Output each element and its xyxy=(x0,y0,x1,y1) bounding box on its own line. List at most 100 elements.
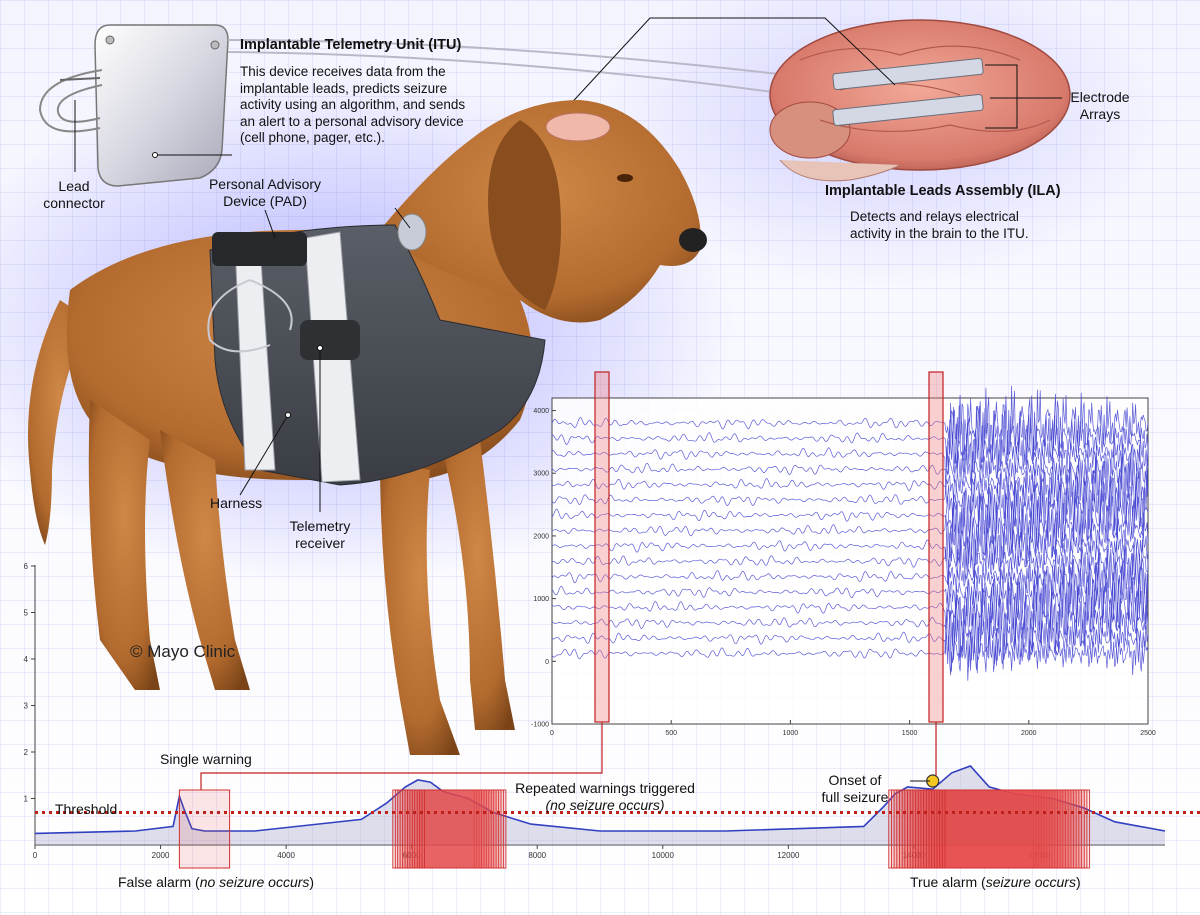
true-alarm-box xyxy=(923,789,1069,869)
repeated-warning-box xyxy=(392,789,475,869)
itu-leader-dot xyxy=(152,152,158,158)
eeg-channel-trace xyxy=(551,600,1149,674)
true-alarm-box xyxy=(931,789,1077,869)
itu-title: Implantable Telemetry Unit (ITU) xyxy=(240,37,462,53)
false-window-connector xyxy=(200,722,603,790)
false-alarm-italic: no seizure occurs xyxy=(199,874,310,890)
lead-connector-line: connector xyxy=(43,195,105,211)
pad-label-line: Device (PAD) xyxy=(223,193,307,209)
true-alarm-box xyxy=(944,789,1091,869)
eeg-x-tick-label: 500 xyxy=(665,730,677,737)
eeg-x-tick-label: 2500 xyxy=(1140,730,1156,737)
prob-y-tick-label: 2 xyxy=(24,748,29,757)
repeated-warning-box xyxy=(411,789,495,869)
repeated-warning-box xyxy=(399,789,482,869)
eeg-y-tick-label: 4000 xyxy=(533,408,549,415)
receiver-label-line: Telemetry xyxy=(289,518,351,534)
eeg-y-ticks: -1000 0 1000 2000 3000 4000 xyxy=(531,408,556,729)
onset-label-line: full seizure xyxy=(821,789,889,805)
electrode-arrays-label: Electrode Arrays xyxy=(1060,89,1140,123)
false-alarm-box xyxy=(178,789,231,869)
repeated-warning-box xyxy=(414,789,497,869)
eeg-true-window xyxy=(928,371,944,723)
eeg-channel-trace xyxy=(551,385,1149,460)
warning-boxes xyxy=(178,789,1091,869)
repeated-warning-box xyxy=(406,789,490,869)
eeg-x-tick-label: 0 xyxy=(550,730,554,737)
probability-chart: 0200040006000800010000120001400016000 12… xyxy=(24,562,1200,869)
lead-wire-1 xyxy=(227,39,831,81)
pad-label-line: Personal Advisory xyxy=(208,176,322,192)
receiver-dot xyxy=(317,345,323,351)
ila-leader xyxy=(564,17,896,111)
pad-leader xyxy=(264,209,276,239)
brain-illustration xyxy=(769,19,1071,182)
prob-y-tick-label: 3 xyxy=(24,702,29,711)
false-alarm-label: False alarm (no seizure occurs) xyxy=(118,874,314,891)
itu-desc-line: activity using an algorithm, and sends xyxy=(240,97,466,112)
probability-area xyxy=(35,766,1165,845)
pad-label: Personal Advisory Device (PAD) xyxy=(195,176,335,210)
true-alarm-suffix: ) xyxy=(1075,874,1081,890)
receiver-label-line: receiver xyxy=(295,535,345,551)
ila-connector-leader xyxy=(394,207,411,229)
eeg-channel-trace xyxy=(551,508,1149,585)
eeg-channel-trace xyxy=(551,457,1149,539)
ila-desc-line: activity in the brain to the ITU. xyxy=(850,225,1029,241)
true-alarm-box xyxy=(936,789,1083,869)
repeated-warnings-label: Repeated warnings triggered (no seizure … xyxy=(495,780,715,814)
eeg-channel-trace xyxy=(551,492,1149,568)
harness-dot xyxy=(285,412,291,418)
repeated-warning-box xyxy=(424,789,507,869)
lead-wire-2 xyxy=(227,51,831,101)
eeg-y-tick-label: 2000 xyxy=(533,533,549,540)
true-alarm-box xyxy=(928,789,1075,869)
itu-description: This device receives data from the impla… xyxy=(240,64,465,147)
prob-x-tick-label: 0 xyxy=(33,851,38,860)
harness-vest xyxy=(207,213,546,486)
prob-x-tick-label: 12000 xyxy=(777,851,800,860)
repeated-warnings-text: Repeated warnings triggered xyxy=(515,780,695,796)
false-alarm-prefix: False alarm ( xyxy=(118,874,200,890)
eeg-x-ticks: 0 500 1000 1500 2000 2500 xyxy=(550,720,1156,737)
onset-label-line: Onset of xyxy=(828,772,882,788)
prob-y-tick-label: 4 xyxy=(24,655,29,664)
ila-description: Detects and relays electrical activity i… xyxy=(850,209,1029,242)
eeg-channel-trace xyxy=(551,444,1149,501)
itu-desc-line: implantable leads, predicts seizure xyxy=(240,80,448,96)
prob-x-tick-label: 8000 xyxy=(528,851,546,860)
repeated-warning-box xyxy=(404,789,487,869)
prob-x-tick-label: 16000 xyxy=(1028,851,1051,860)
eeg-y-tick-label: 0 xyxy=(545,659,549,666)
itu-desc-line: (cell phone, pager, etc.). xyxy=(240,130,385,145)
prob-x-tick-label: 4000 xyxy=(277,851,295,860)
prob-y-ticks: 1 2 3 4 5 6 xyxy=(24,562,35,804)
ila-desc-line: Detects and relays electrical xyxy=(850,209,1019,224)
harness-label: Harness xyxy=(210,495,263,511)
lead-connector-label: Lead connector xyxy=(38,178,110,212)
single-warning-label: Single warning xyxy=(160,751,252,767)
true-alarm-box xyxy=(925,789,1072,869)
false-alarm-suffix: ) xyxy=(309,874,315,890)
prob-y-tick-label: 1 xyxy=(24,795,29,804)
true-alarm-box xyxy=(941,789,1088,869)
prob-x-tick-label: 10000 xyxy=(652,851,675,860)
prob-y-tick-label: 5 xyxy=(24,609,29,618)
prob-x-tick-label: 14000 xyxy=(903,851,926,860)
eeg-channel-trace xyxy=(551,402,1149,472)
electrode-bracket xyxy=(985,64,1018,129)
repeated-warning-box xyxy=(416,789,500,869)
repeated-warning-box xyxy=(409,789,492,869)
prob-x-tick-label: 2000 xyxy=(152,851,170,860)
threshold-label: Threshold xyxy=(55,801,118,817)
ila-title: Implantable Leads Assembly (ILA) xyxy=(825,183,1061,199)
eeg-channel-trace xyxy=(551,568,1149,644)
electrode-label-line: Electrode xyxy=(1070,89,1130,105)
itu-desc-line: This device receives data from the xyxy=(240,64,446,79)
eeg-channel-trace xyxy=(551,552,1149,630)
true-alarm-prefix: True alarm ( xyxy=(910,874,986,890)
electrode-label-line: Arrays xyxy=(1079,106,1121,122)
onset-label: Onset of full seizure xyxy=(800,772,910,806)
itu-device xyxy=(38,24,229,187)
